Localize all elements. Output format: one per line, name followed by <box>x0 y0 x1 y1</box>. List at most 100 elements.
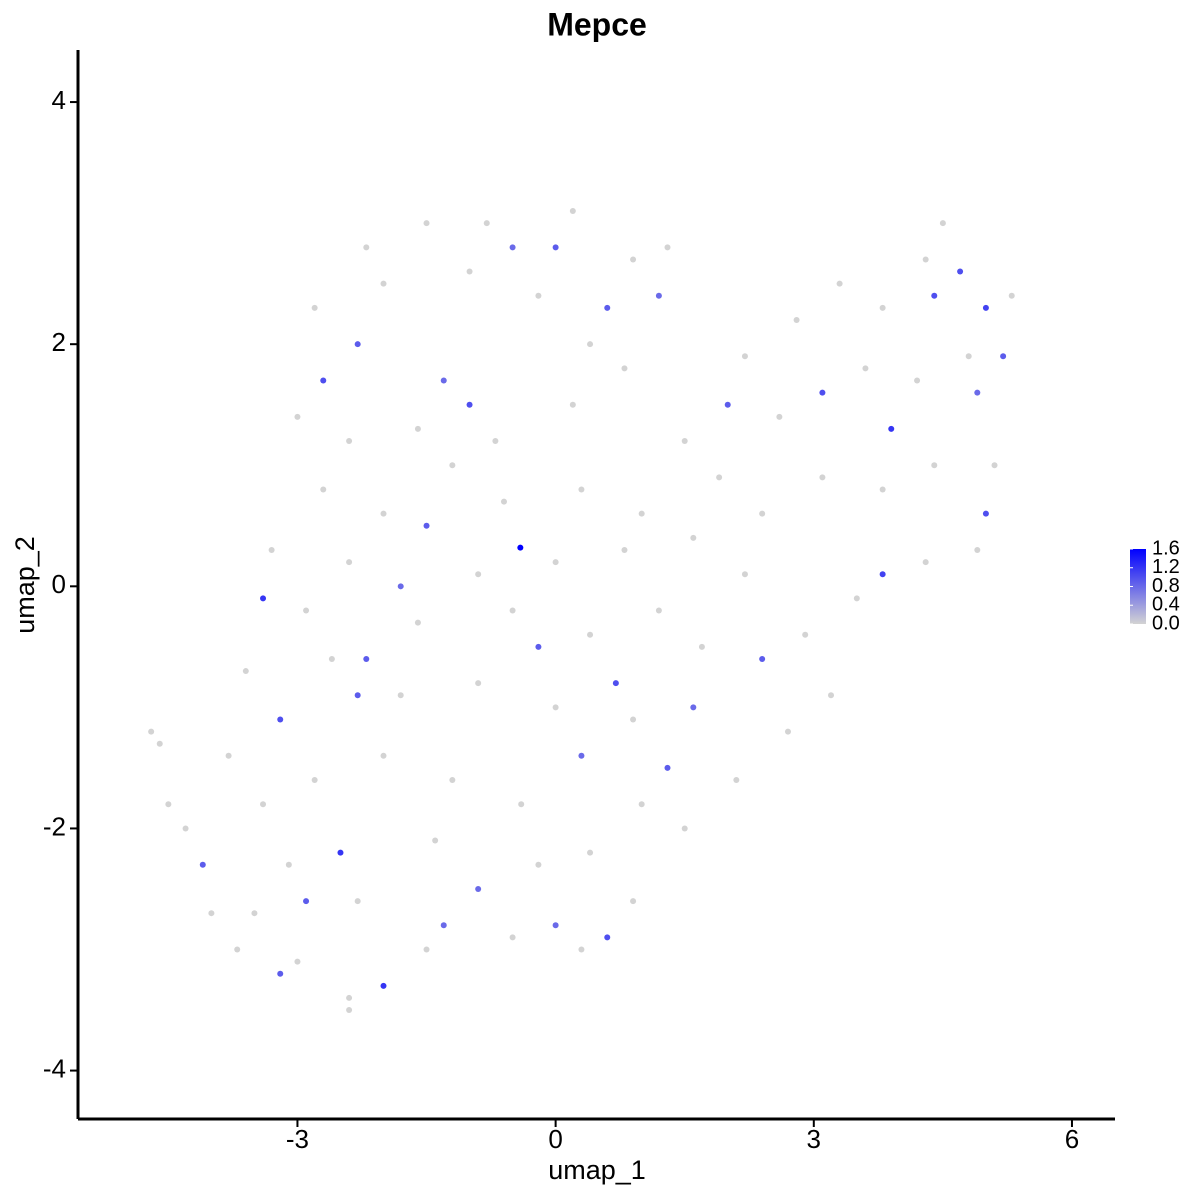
point <box>733 777 740 784</box>
point <box>199 861 206 868</box>
point <box>587 631 594 638</box>
x-tick-label: 6 <box>1065 1124 1079 1154</box>
point <box>965 353 972 360</box>
point <box>664 764 671 771</box>
point <box>303 607 310 614</box>
point <box>260 595 267 602</box>
point <box>914 377 921 384</box>
y-tick-label: -4 <box>43 1053 66 1083</box>
point <box>982 304 989 311</box>
point <box>328 655 335 662</box>
point <box>354 898 361 905</box>
point <box>414 425 421 432</box>
point <box>423 522 430 529</box>
point <box>793 316 800 323</box>
point <box>931 292 938 299</box>
point <box>346 994 353 1001</box>
point <box>242 668 249 675</box>
point <box>776 413 783 420</box>
point <box>363 655 370 662</box>
point <box>931 462 938 469</box>
point <box>303 898 310 905</box>
point <box>716 474 723 481</box>
point <box>363 244 370 251</box>
point <box>681 825 688 832</box>
point <box>552 244 559 251</box>
point <box>449 462 456 469</box>
chart-title: Mepce <box>547 6 647 42</box>
colorbar <box>1130 549 1146 624</box>
point <box>862 365 869 372</box>
point <box>277 716 284 723</box>
point <box>285 861 292 868</box>
point <box>922 559 929 566</box>
point <box>724 401 731 408</box>
point <box>509 934 516 941</box>
x-tick-label: 3 <box>807 1124 821 1154</box>
point <box>509 244 516 251</box>
point <box>234 946 241 953</box>
point <box>681 438 688 445</box>
point <box>346 1007 353 1014</box>
point <box>294 958 301 965</box>
point <box>784 728 791 735</box>
point <box>311 777 318 784</box>
point <box>879 304 886 311</box>
point <box>630 256 637 263</box>
point <box>974 389 981 396</box>
point <box>414 619 421 626</box>
point <box>819 474 826 481</box>
point <box>423 946 430 953</box>
point <box>311 304 318 311</box>
point <box>354 692 361 699</box>
colorbar-tick-label: 0.0 <box>1152 612 1180 634</box>
point <box>268 546 275 553</box>
point <box>698 643 705 650</box>
point <box>518 801 525 808</box>
point <box>974 546 981 553</box>
point <box>535 292 542 299</box>
y-axis-label: umap_2 <box>10 536 40 634</box>
point <box>346 559 353 566</box>
point <box>483 220 490 227</box>
y-tick-label: 2 <box>52 327 66 357</box>
point <box>922 256 929 263</box>
point <box>655 292 662 299</box>
point <box>1008 292 1015 299</box>
point <box>423 220 430 227</box>
point <box>552 559 559 566</box>
x-axis-label: umap_1 <box>548 1155 646 1185</box>
point <box>148 728 155 735</box>
point <box>380 510 387 517</box>
point <box>440 377 447 384</box>
point <box>741 571 748 578</box>
point <box>475 571 482 578</box>
point <box>440 922 447 929</box>
point <box>517 544 524 551</box>
colorbar-tick-label: 1.2 <box>1152 556 1180 578</box>
point <box>655 607 662 614</box>
point <box>260 801 267 808</box>
point <box>346 438 353 445</box>
point <box>492 438 499 445</box>
point <box>320 377 327 384</box>
point <box>690 704 697 711</box>
point <box>569 401 576 408</box>
point <box>879 571 886 578</box>
point <box>208 910 215 917</box>
point <box>535 643 542 650</box>
point <box>879 486 886 493</box>
point <box>509 607 516 614</box>
point <box>165 801 172 808</box>
point <box>535 861 542 868</box>
point <box>587 341 594 348</box>
point <box>630 898 637 905</box>
colorbar-tick-label: 0.4 <box>1152 594 1180 616</box>
y-tick-label: -2 <box>43 811 66 841</box>
point <box>664 244 671 251</box>
point <box>225 752 232 759</box>
point <box>819 389 826 396</box>
point <box>380 752 387 759</box>
point <box>397 583 404 590</box>
